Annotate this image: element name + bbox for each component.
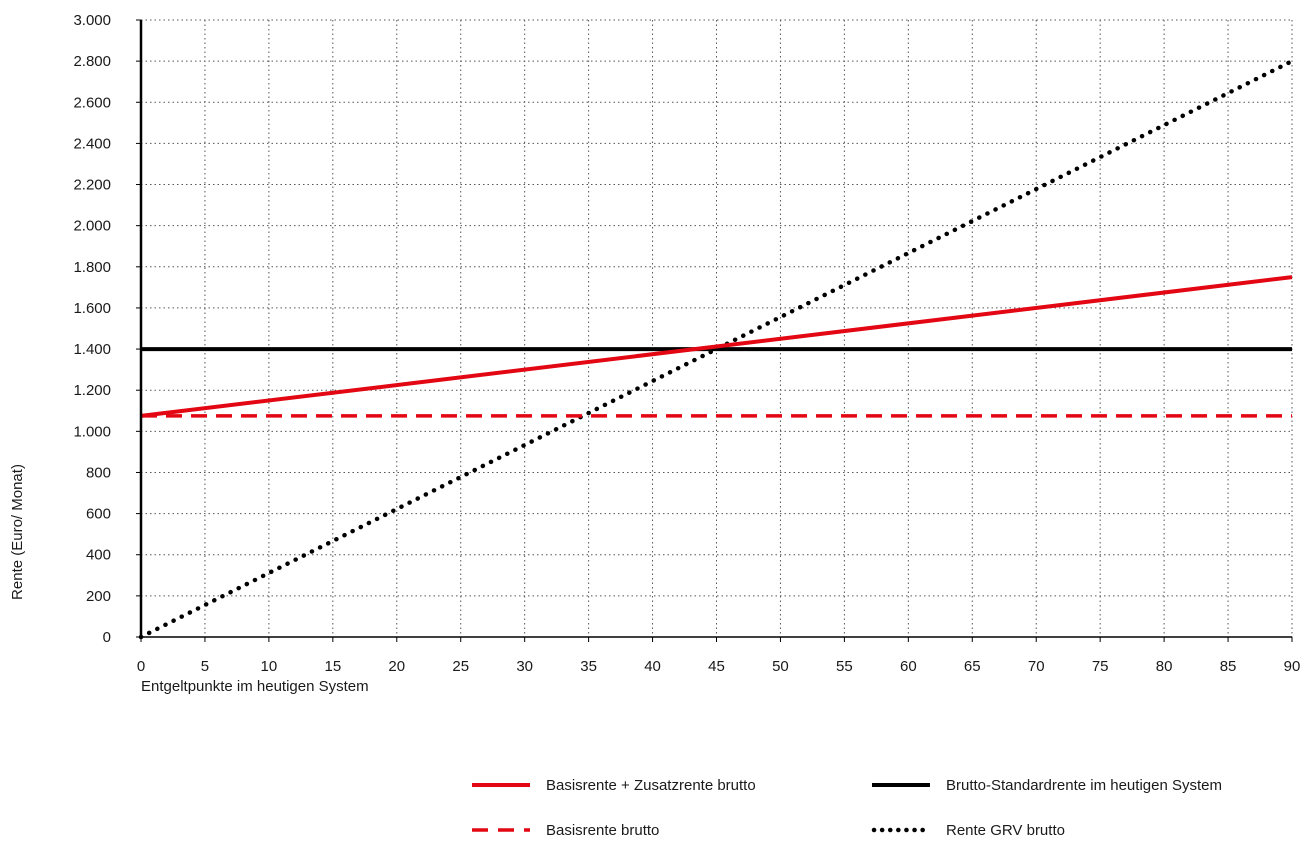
x-tick-label: 0 [137,658,145,675]
x-tick-label: 15 [324,658,341,675]
series-lines [138,58,1295,640]
series-line-3 [138,58,1295,640]
y-tick-label: 400 [86,547,111,564]
x-tick-label: 60 [900,658,917,675]
x-tick-label: 65 [964,658,981,675]
series-line-0 [140,275,1293,418]
gridlines [141,19,1293,637]
y-tick-label: 2.600 [73,94,111,111]
legend-item-2: Basisrente brutto [470,815,659,845]
x-tick-label: 10 [261,658,278,675]
x-tick-label: 5 [201,658,209,675]
x-tick-label: 30 [516,658,533,675]
axes [136,19,1293,642]
y-axis-title: Rente (Euro/ Monat) [9,464,26,600]
x-tick-label: 35 [580,658,597,675]
legend-label: Rente GRV brutto [946,821,1065,839]
legend: Basisrente + Zusatzrente brutto Brutto-S… [470,770,1300,850]
x-tick-label: 55 [836,658,853,675]
x-tick-label: 80 [1156,658,1173,675]
legend-item-1: Brutto-Standardrente im heutigen System [870,770,1222,800]
x-tick-label: 40 [644,658,661,675]
legend-item-3: Rente GRV brutto [870,815,1065,845]
y-tick-label: 2.800 [73,53,111,70]
tick-labels: 02004006008001.0001.2001.4001.6001.8002.… [73,12,1300,675]
x-tick-label: 90 [1284,658,1301,675]
y-tick-label: 2.000 [73,218,111,235]
legend-swatch-solid-red [472,783,530,787]
y-tick-label: 1.400 [73,341,111,358]
legend-swatch-solid-black [872,783,930,787]
x-tick-label: 85 [1220,658,1237,675]
x-tick-label: 20 [388,658,405,675]
x-tick-label: 70 [1028,658,1045,675]
y-tick-label: 1.000 [73,423,111,440]
x-tick-label: 25 [452,658,469,675]
x-axis-title: Entgeltpunkte im heutigen System [141,678,369,695]
legend-label: Brutto-Standardrente im heutigen System [946,776,1222,794]
legend-label: Basisrente brutto [546,821,660,839]
y-tick-label: 200 [86,588,111,605]
x-tick-label: 75 [1092,658,1109,675]
y-tick-label: 3.000 [73,12,111,29]
legend-label: Basisrente + Zusatzrente brutto [546,776,756,794]
legend-swatch-dotted-black [871,827,932,833]
y-tick-label: 600 [86,506,111,523]
y-tick-label: 1.800 [73,259,111,276]
y-tick-label: 1.200 [73,382,111,399]
y-tick-label: 1.600 [73,300,111,317]
y-tick-label: 2.200 [73,177,111,194]
legend-swatch-dashed-red [472,828,530,832]
x-tick-label: 45 [708,658,725,675]
y-tick-label: 0 [103,629,111,646]
legend-item-0: Basisrente + Zusatzrente brutto [470,770,756,800]
y-tick-label: 800 [86,464,111,481]
x-tick-label: 50 [772,658,789,675]
y-tick-label: 2.400 [73,135,111,152]
